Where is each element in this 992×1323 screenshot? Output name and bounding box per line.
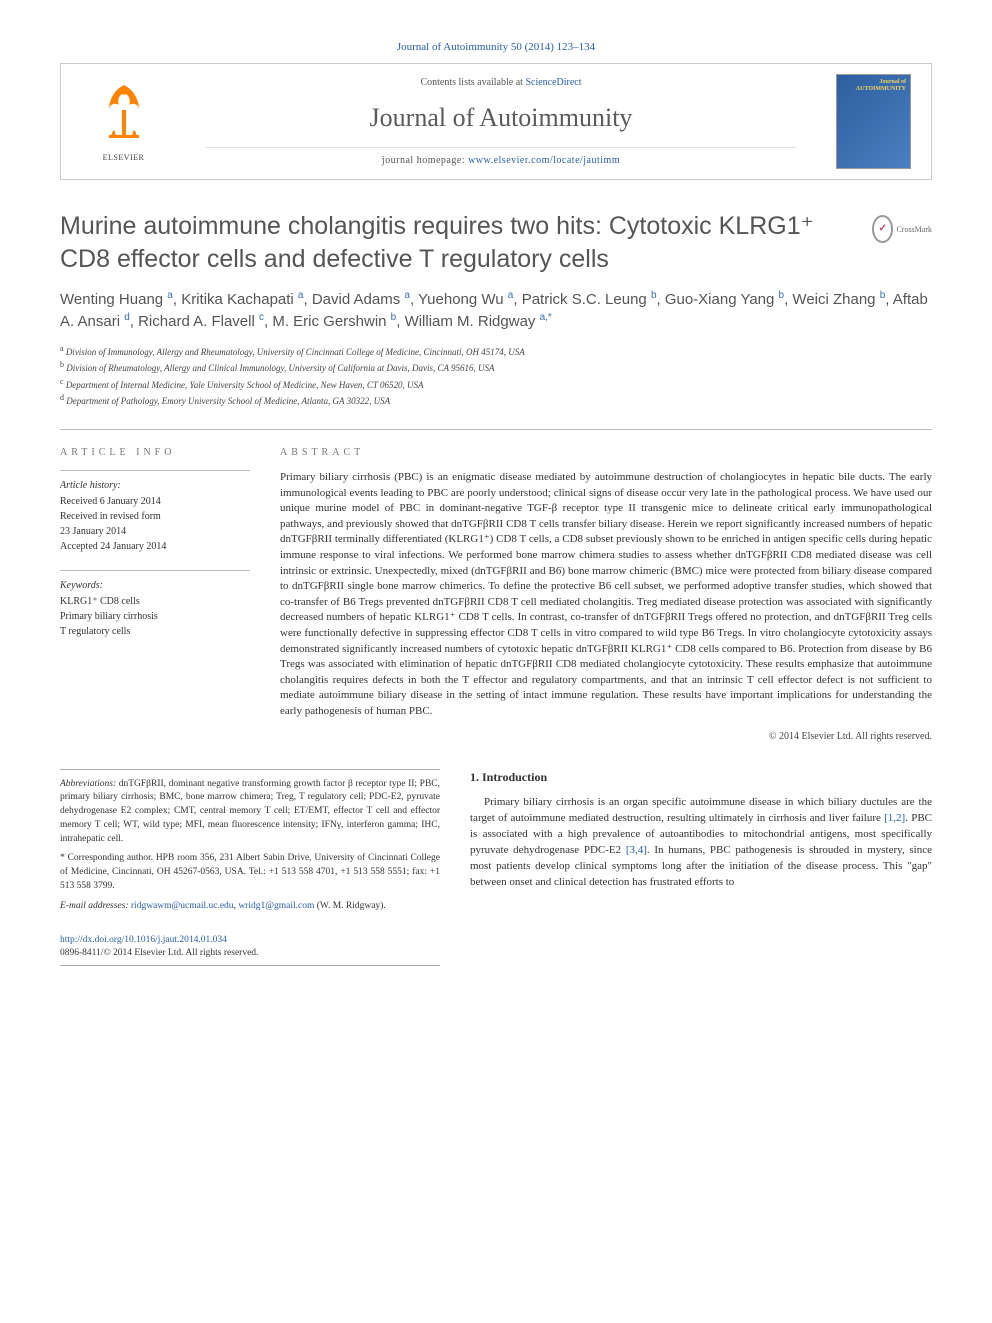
history-line: 23 January 2014 — [60, 525, 250, 539]
abbrev-text: dnTGFβRII, dominant negative transformin… — [60, 779, 440, 844]
doi-block: http://dx.doi.org/10.1016/j.jaut.2014.01… — [60, 934, 440, 967]
homepage-line: journal homepage: www.elsevier.com/locat… — [206, 147, 796, 168]
email-link-1[interactable]: ridgwawm@ucmail.uc.edu — [131, 901, 234, 911]
issn-copyright: 0896-8411/© 2014 Elsevier Ltd. All right… — [60, 948, 258, 958]
abstract-column: ABSTRACT Primary biliary cirrhosis (PBC)… — [280, 446, 932, 744]
abstract-heading: ABSTRACT — [280, 446, 932, 460]
running-header: Journal of Autoimmunity 50 (2014) 123–13… — [60, 40, 932, 55]
keyword-line: Primary biliary cirrhosis — [60, 610, 250, 624]
header-center: Contents lists available at ScienceDirec… — [166, 76, 836, 167]
history-label: Article history: — [60, 479, 250, 493]
elsevier-tree-icon — [94, 80, 154, 150]
history-line: Received 6 January 2014 — [60, 495, 250, 509]
history-line: Accepted 24 January 2014 — [60, 540, 250, 554]
crossmark-widget[interactable]: ✓ CrossMark — [872, 215, 932, 243]
email-label: E-mail addresses: — [60, 901, 129, 911]
keyword-line: KLRG1⁺ CD8 cells — [60, 595, 250, 609]
journal-cover-thumbnail: Journal ofAUTOIMMUNITY — [836, 74, 911, 169]
email-block: E-mail addresses: ridgwawm@ucmail.uc.edu… — [60, 900, 440, 914]
email-link-2[interactable]: wridg1@gmail.com — [238, 901, 314, 911]
email-suffix: (W. M. Ridgway). — [317, 901, 386, 911]
ref-link[interactable]: [3,4] — [626, 844, 647, 856]
article-title: Murine autoimmune cholangitis requires t… — [60, 210, 857, 275]
intro-text: Primary biliary cirrhosis is an organ sp… — [470, 795, 932, 891]
crossmark-icon: ✓ — [872, 215, 893, 243]
abstract-text: Primary biliary cirrhosis (PBC) is an en… — [280, 470, 932, 720]
cover-title: Journal ofAUTOIMMUNITY — [856, 79, 906, 92]
journal-name: Journal of Autoimmunity — [166, 100, 836, 136]
abbrev-label: Abbreviations: — [60, 779, 116, 789]
affiliations: a Division of Immunology, Allergy and Rh… — [60, 343, 932, 409]
keywords-label: Keywords: — [60, 579, 250, 593]
sciencedirect-link[interactable]: ScienceDirect — [525, 77, 581, 88]
contents-line: Contents lists available at ScienceDirec… — [166, 76, 836, 90]
article-history-block: Article history: Received 6 January 2014… — [60, 470, 250, 554]
corresponding-author: * Corresponding author. HPB room 356, 23… — [60, 852, 440, 893]
article-info-heading: ARTICLE INFO — [60, 446, 250, 460]
history-line: Received in revised form — [60, 510, 250, 524]
intro-heading: 1. Introduction — [470, 769, 932, 786]
doi-link[interactable]: http://dx.doi.org/10.1016/j.jaut.2014.01… — [60, 935, 227, 945]
crossmark-label: CrossMark — [896, 224, 932, 235]
ref-link[interactable]: [1,2] — [884, 812, 905, 824]
publisher-logo-block: ELSEVIER — [81, 80, 166, 163]
homepage-prefix: journal homepage: — [382, 155, 468, 166]
article-info-column: ARTICLE INFO Article history: Received 6… — [60, 446, 250, 744]
homepage-link[interactable]: www.elsevier.com/locate/jautimm — [468, 155, 620, 166]
elsevier-label: ELSEVIER — [103, 152, 145, 163]
keywords-block: Keywords: KLRG1⁺ CD8 cellsPrimary biliar… — [60, 570, 250, 639]
contents-prefix: Contents lists available at — [420, 77, 525, 88]
corr-label: * Corresponding author. — [60, 853, 153, 863]
introduction-column: 1. Introduction Primary biliary cirrhosi… — [470, 769, 932, 966]
abstract-copyright: © 2014 Elsevier Ltd. All rights reserved… — [280, 730, 932, 744]
author-list: Wenting Huang a, Kritika Kachapati a, Da… — [60, 289, 932, 333]
footnotes-column: Abbreviations: dnTGFβRII, dominant negat… — [60, 769, 440, 966]
keyword-line: T regulatory cells — [60, 625, 250, 639]
journal-header: ELSEVIER Contents lists available at Sci… — [60, 63, 932, 180]
abbreviations: Abbreviations: dnTGFβRII, dominant negat… — [60, 778, 440, 847]
